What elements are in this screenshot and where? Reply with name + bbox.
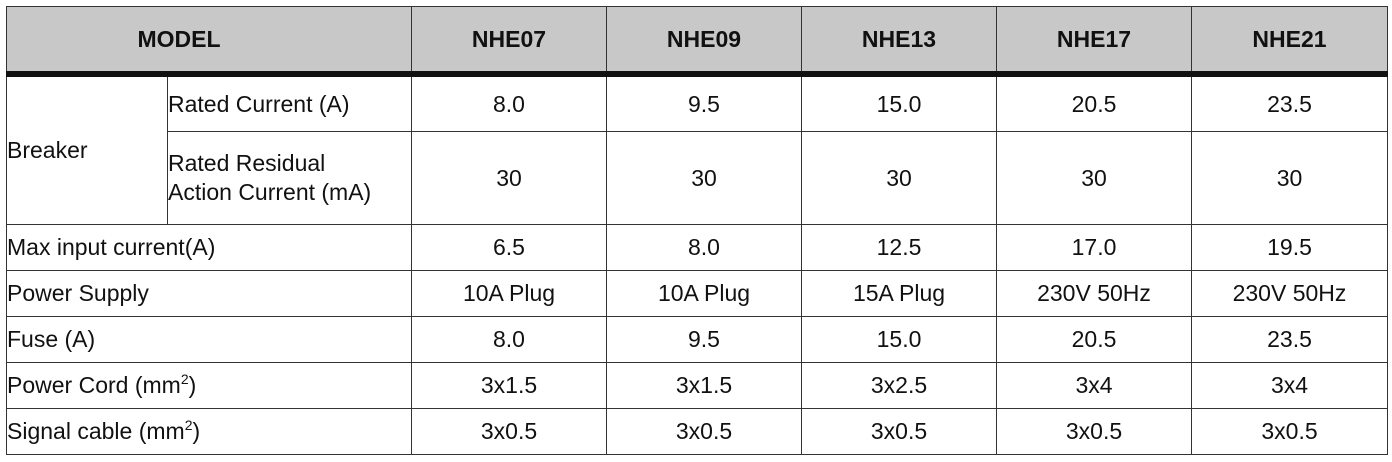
- table-cell: 20.5: [996, 316, 1192, 363]
- row-label-superscript: 2: [184, 417, 193, 433]
- row-label-text-end: ): [188, 372, 197, 398]
- row-label-fuse: Fuse (A): [6, 316, 412, 363]
- table-cell: 15A Plug: [801, 270, 997, 317]
- row-label-superscript: 2: [180, 371, 189, 387]
- table-cell: 3x0.5: [801, 408, 997, 455]
- spec-table: MODEL NHE07 NHE09 NHE13 NHE17 NHE21 Brea…: [6, 6, 1388, 455]
- table-row-rated-current: Breaker Rated Current (A) 8.0 9.5 15.0 2…: [6, 73, 1388, 225]
- table-cell: 10A Plug: [606, 270, 802, 317]
- row-label-text: Power Cord (mm: [7, 372, 181, 398]
- row-label-line: Action Current (mA): [168, 179, 372, 205]
- table-cell: 3x0.5: [411, 408, 607, 455]
- row-label-power-cord: Power Cord (mm2): [6, 362, 412, 409]
- table-cell: 10A Plug: [411, 270, 607, 317]
- table-cell: 30: [411, 131, 607, 225]
- header-row: MODEL NHE07 NHE09 NHE13 NHE17 NHE21: [6, 6, 1388, 75]
- table-row-max-input: Max input current(A) 6.5 8.0 12.5 17.0 1…: [6, 224, 1388, 271]
- row-label-rated-residual: Rated Residual Action Current (mA): [167, 131, 412, 225]
- table-cell: 30: [1191, 131, 1388, 225]
- model-nhe17-header: NHE17: [996, 6, 1192, 75]
- table-cell: 15.0: [801, 73, 997, 132]
- table-cell: 23.5: [1191, 73, 1388, 132]
- table-cell: 3x0.5: [996, 408, 1192, 455]
- table-cell: 3x0.5: [1191, 408, 1388, 455]
- table-cell: 20.5: [996, 73, 1192, 132]
- table-row-signal-cable: Signal cable (mm2) 3x0.5 3x0.5 3x0.5 3x0…: [6, 408, 1388, 455]
- row-label-text: Signal cable (mm: [7, 418, 185, 444]
- model-header: MODEL: [6, 6, 412, 75]
- table-cell: 9.5: [606, 316, 802, 363]
- model-nhe21-header: NHE21: [1191, 6, 1388, 75]
- table-cell: 15.0: [801, 316, 997, 363]
- table-cell: 30: [996, 131, 1192, 225]
- model-nhe09-header: NHE09: [606, 6, 802, 75]
- table-cell: 3x4: [996, 362, 1192, 409]
- model-nhe13-header: NHE13: [801, 6, 997, 75]
- table-cell: 8.0: [411, 316, 607, 363]
- table-cell: 3x4: [1191, 362, 1388, 409]
- table-cell: 230V 50Hz: [1191, 270, 1388, 317]
- table-cell: 3x0.5: [606, 408, 802, 455]
- table-row-fuse: Fuse (A) 8.0 9.5 15.0 20.5 23.5: [6, 316, 1388, 363]
- model-nhe07-header: NHE07: [411, 6, 607, 75]
- table-cell: 3x1.5: [411, 362, 607, 409]
- table-row-power-cord: Power Cord (mm2) 3x1.5 3x1.5 3x2.5 3x4 3…: [6, 362, 1388, 409]
- table-cell: 230V 50Hz: [996, 270, 1192, 317]
- table-cell: 6.5: [411, 224, 607, 271]
- table-cell: 12.5: [801, 224, 997, 271]
- row-label-signal-cable: Signal cable (mm2): [6, 408, 412, 455]
- row-label-max-input: Max input current(A): [6, 224, 412, 271]
- breaker-group-label: Breaker: [6, 73, 168, 225]
- table-row-power-supply: Power Supply 10A Plug 10A Plug 15A Plug …: [6, 270, 1388, 317]
- table-cell: 30: [801, 131, 997, 225]
- table-cell: 3x1.5: [606, 362, 802, 409]
- row-label-power-supply: Power Supply: [6, 270, 412, 317]
- row-label-text-end: ): [192, 418, 201, 444]
- table-cell: 3x2.5: [801, 362, 997, 409]
- row-label-rated-current: Rated Current (A): [167, 73, 412, 132]
- table-cell: 8.0: [411, 73, 607, 132]
- table-row-rated-residual: Rated Residual Action Current (mA) 30 30…: [7, 131, 1388, 225]
- table-cell: 9.5: [606, 73, 802, 132]
- table-cell: 23.5: [1191, 316, 1388, 363]
- table-cell: 17.0: [996, 224, 1192, 271]
- table-cell: 8.0: [606, 224, 802, 271]
- table-cell: 30: [606, 131, 802, 225]
- row-label-line: Rated Residual: [168, 150, 326, 176]
- table-cell: 19.5: [1191, 224, 1388, 271]
